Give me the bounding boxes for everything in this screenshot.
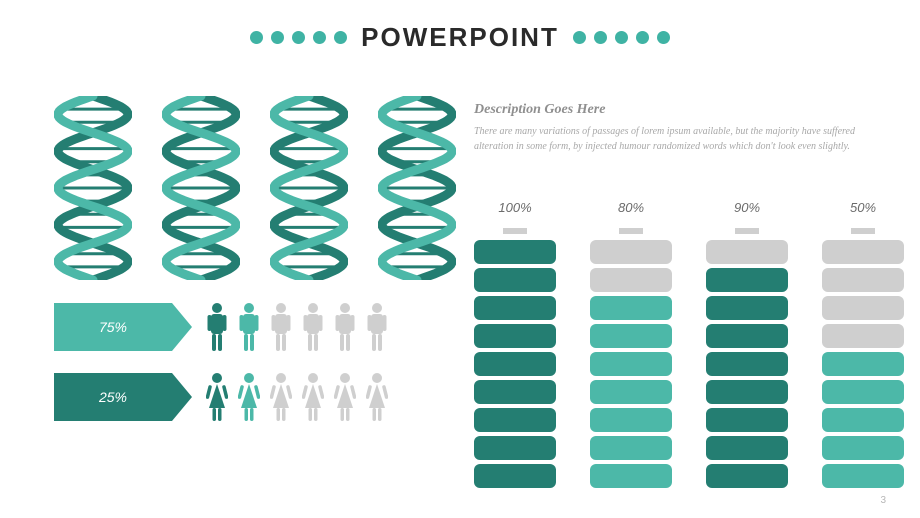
title-dot bbox=[594, 31, 607, 44]
stack-segment bbox=[706, 240, 788, 264]
title-dot bbox=[250, 31, 263, 44]
stack-tip bbox=[503, 228, 527, 234]
title-dot bbox=[636, 31, 649, 44]
title-dot bbox=[573, 31, 586, 44]
dna-icon bbox=[54, 96, 132, 280]
male-icon bbox=[366, 302, 388, 352]
stack-segment bbox=[590, 296, 672, 320]
people-row: 25% bbox=[54, 372, 388, 422]
stack-segment bbox=[822, 464, 904, 488]
title-dot bbox=[657, 31, 670, 44]
battery-stack: 100% bbox=[474, 200, 556, 488]
percent-tag: 75% bbox=[54, 303, 172, 351]
stack-segment bbox=[590, 464, 672, 488]
stack-label: 90% bbox=[734, 200, 760, 220]
stack-label: 100% bbox=[498, 200, 531, 220]
dna-icon bbox=[162, 96, 240, 280]
stack-segment bbox=[590, 240, 672, 264]
stack-body bbox=[706, 228, 788, 488]
female-icon bbox=[270, 372, 292, 422]
stack-tip bbox=[735, 228, 759, 234]
stack-body bbox=[822, 228, 904, 488]
stack-segment bbox=[474, 296, 556, 320]
title-dot bbox=[271, 31, 284, 44]
female-icon bbox=[334, 372, 356, 422]
stack-segment bbox=[474, 240, 556, 264]
dna-icon bbox=[270, 96, 348, 280]
stack-segment bbox=[474, 268, 556, 292]
female-icon bbox=[206, 372, 228, 422]
stack-segment bbox=[474, 324, 556, 348]
dna-row bbox=[54, 96, 456, 280]
stack-segment bbox=[474, 436, 556, 460]
stack-segment bbox=[590, 268, 672, 292]
stack-segment bbox=[474, 352, 556, 376]
stack-segment bbox=[706, 436, 788, 460]
battery-stack: 50% bbox=[822, 200, 904, 488]
stack-segment bbox=[590, 436, 672, 460]
stack-segment bbox=[822, 240, 904, 264]
stack-segment bbox=[590, 324, 672, 348]
stack-body bbox=[474, 228, 556, 488]
title-dots-right bbox=[573, 31, 670, 44]
male-icon bbox=[334, 302, 356, 352]
title-row: POWERPOINT bbox=[0, 0, 920, 53]
battery-stack: 80% bbox=[590, 200, 672, 488]
stack-segment bbox=[822, 268, 904, 292]
stack-segment bbox=[706, 352, 788, 376]
stack-segment bbox=[822, 324, 904, 348]
stack-body bbox=[590, 228, 672, 488]
stack-segment bbox=[822, 408, 904, 432]
stack-segment bbox=[706, 380, 788, 404]
female-icon bbox=[366, 372, 388, 422]
description-block: Description Goes Here There are many var… bbox=[474, 102, 874, 154]
female-icon bbox=[238, 372, 260, 422]
stack-segment bbox=[706, 296, 788, 320]
stack-segment bbox=[474, 408, 556, 432]
people-block: 75%25% bbox=[54, 302, 388, 442]
stack-segment bbox=[474, 464, 556, 488]
percent-tag: 25% bbox=[54, 373, 172, 421]
male-icon bbox=[206, 302, 228, 352]
female-icon bbox=[302, 372, 324, 422]
battery-stack: 90% bbox=[706, 200, 788, 488]
stack-segment bbox=[822, 436, 904, 460]
title-dot bbox=[615, 31, 628, 44]
title-dots-left bbox=[250, 31, 347, 44]
stack-segment bbox=[822, 296, 904, 320]
description-heading: Description Goes Here bbox=[474, 102, 874, 118]
stack-label: 80% bbox=[618, 200, 644, 220]
stack-segment bbox=[822, 380, 904, 404]
battery-stacks: 100% 80% 90% 50% bbox=[474, 200, 904, 488]
people-icons bbox=[206, 372, 388, 422]
male-icon bbox=[302, 302, 324, 352]
stack-label: 50% bbox=[850, 200, 876, 220]
page-number: 3 bbox=[880, 495, 886, 506]
stack-segment bbox=[822, 352, 904, 376]
people-icons bbox=[206, 302, 388, 352]
stack-segment bbox=[706, 268, 788, 292]
stack-segment bbox=[706, 324, 788, 348]
percent-tag-arrow bbox=[172, 373, 192, 421]
people-row: 75% bbox=[54, 302, 388, 352]
description-body: There are many variations of passages of… bbox=[474, 124, 874, 154]
male-icon bbox=[270, 302, 292, 352]
stack-segment bbox=[590, 380, 672, 404]
title-dot bbox=[334, 31, 347, 44]
stack-segment bbox=[590, 352, 672, 376]
stack-tip bbox=[619, 228, 643, 234]
title-dot bbox=[292, 31, 305, 44]
stack-segment bbox=[474, 380, 556, 404]
stack-segment bbox=[706, 408, 788, 432]
percent-tag-arrow bbox=[172, 303, 192, 351]
stack-tip bbox=[851, 228, 875, 234]
slide-title: POWERPOINT bbox=[361, 22, 559, 53]
stack-segment bbox=[590, 408, 672, 432]
content-area: Description Goes Here There are many var… bbox=[54, 96, 890, 508]
dna-icon bbox=[378, 96, 456, 280]
title-dot bbox=[313, 31, 326, 44]
male-icon bbox=[238, 302, 260, 352]
stack-segment bbox=[706, 464, 788, 488]
